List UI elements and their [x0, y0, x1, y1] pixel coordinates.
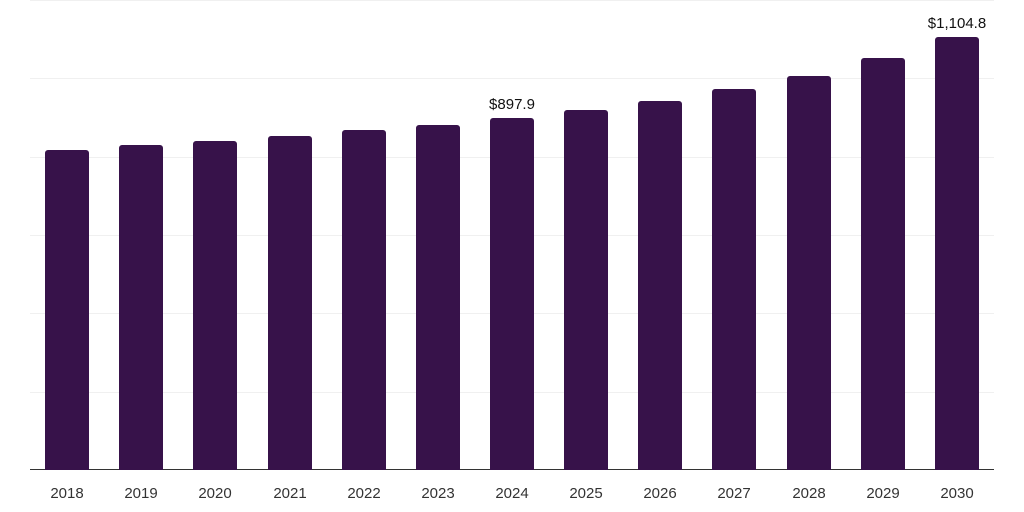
data-label: $897.9	[489, 96, 535, 113]
x-tick-label: 2018	[50, 485, 84, 502]
bar-2025[interactable]	[564, 110, 608, 470]
bar-2020[interactable]	[193, 141, 237, 470]
x-tick-label: 2021	[273, 485, 307, 502]
bar-2028[interactable]	[787, 76, 831, 470]
x-tick-label: 2022	[347, 485, 381, 502]
x-tick-label: 2029	[866, 485, 900, 502]
bar-2019[interactable]	[119, 145, 163, 470]
bar-2018[interactable]	[45, 150, 89, 470]
bar-2029[interactable]	[861, 58, 905, 470]
data-label: $1,104.8	[927, 15, 987, 32]
x-tick-label: 2023	[421, 485, 455, 502]
x-tick-label: 2025	[569, 485, 603, 502]
gridline	[30, 78, 994, 79]
bar-2026[interactable]	[638, 101, 682, 470]
gridline	[30, 0, 994, 1]
x-tick-label: 2026	[643, 485, 677, 502]
x-tick-label: 2019	[124, 485, 158, 502]
bar-2027[interactable]	[712, 89, 756, 470]
bar-2030[interactable]	[935, 37, 979, 470]
x-tick-label: 2030	[940, 485, 974, 502]
bar-2021[interactable]	[268, 136, 312, 470]
x-tick-label: 2027	[717, 485, 751, 502]
x-tick-label: 2020	[198, 485, 232, 502]
bar-2024[interactable]	[490, 118, 534, 470]
x-tick-label: 2024	[495, 485, 529, 502]
bar-2022[interactable]	[342, 130, 386, 470]
bar-2023[interactable]	[416, 125, 460, 470]
x-tick-label: 2028	[792, 485, 826, 502]
